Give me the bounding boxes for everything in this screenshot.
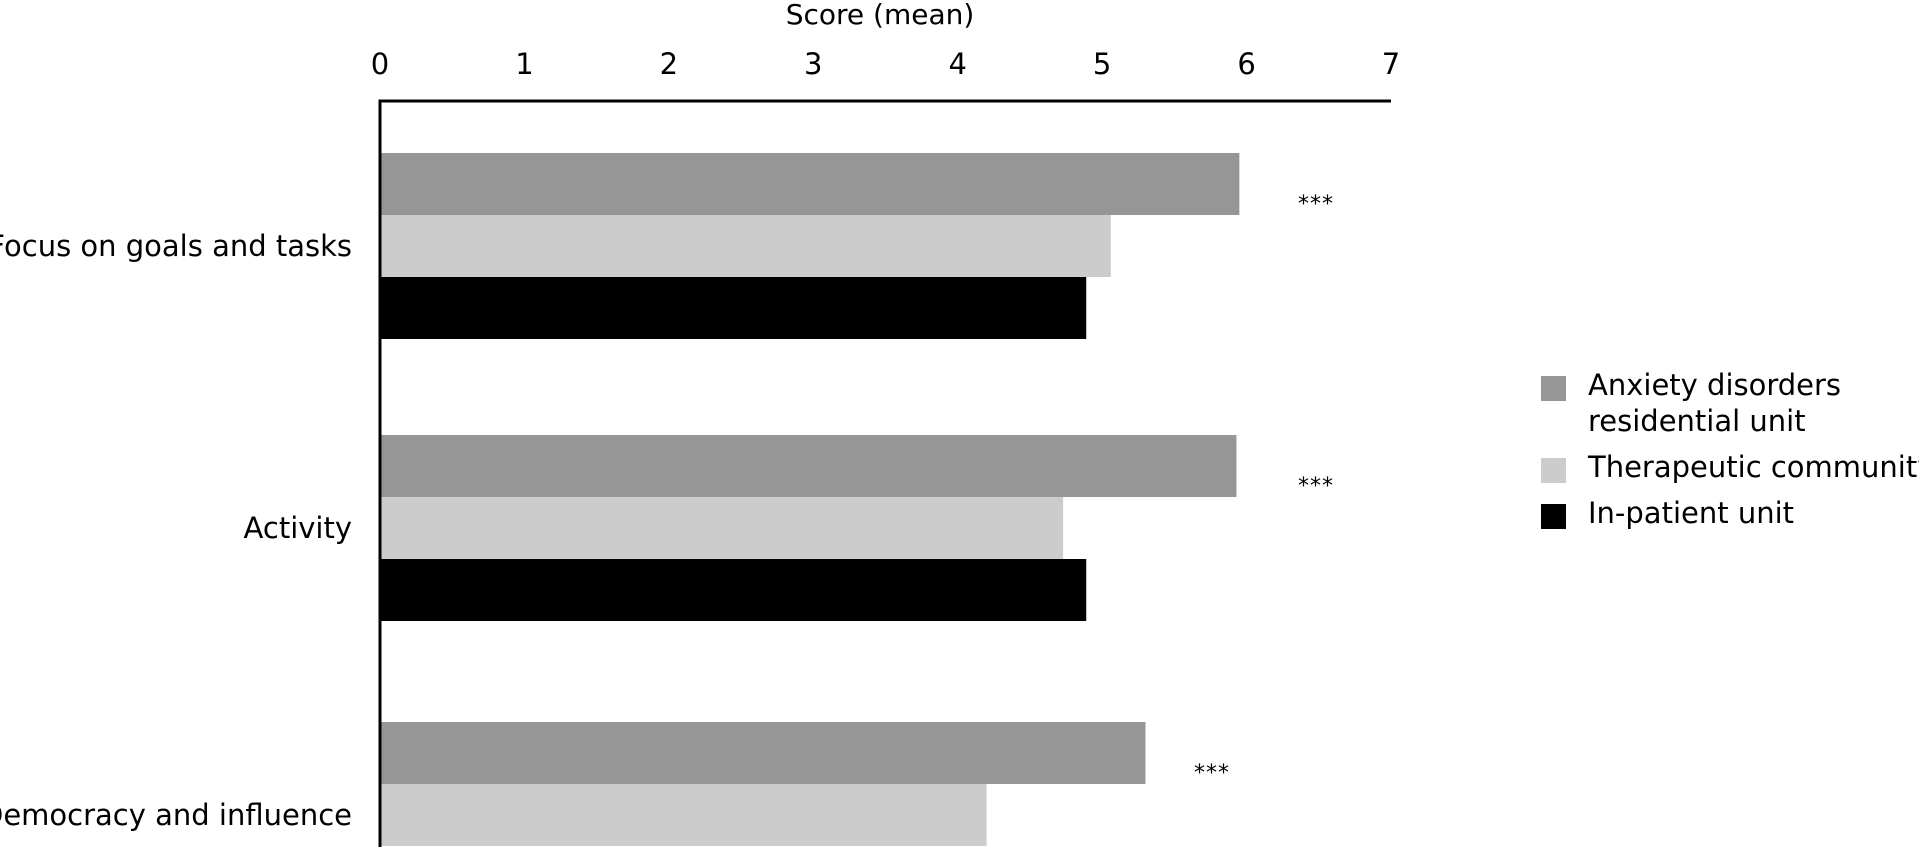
x-tick-label: 6: [1237, 47, 1255, 81]
significance-marker: ***: [1298, 474, 1334, 499]
category-label: Democracy and influence: [0, 798, 352, 832]
x-tick-label: 1: [515, 47, 533, 81]
significance-marker: ***: [1298, 192, 1334, 217]
x-tick-label: 7: [1382, 47, 1400, 81]
legend-swatch: [1541, 458, 1566, 483]
significance-markers: *** *** ***: [1194, 192, 1334, 786]
significance-marker: ***: [1194, 761, 1230, 786]
category-labels: Focus on goals and tasks Activity Democrac…: [0, 229, 352, 832]
category-label: Activity: [244, 511, 352, 545]
x-tick-label: 0: [371, 47, 389, 81]
bar: [380, 215, 1111, 277]
bar: [380, 497, 1064, 559]
axes: [378, 99, 1391, 847]
legend: Anxiety disorders residential unit Therape…: [1541, 368, 1919, 530]
bars: [380, 153, 1240, 846]
x-axis-ticks: 0 1 2 3 4 5 6 7: [371, 47, 1400, 81]
legend-label: Therapeutic community: [1587, 450, 1919, 484]
bar: [380, 153, 1240, 215]
legend-label: In-patient unit: [1588, 496, 1794, 530]
x-axis-title: Score (mean): [786, 0, 975, 31]
category-label: Focus on goals and tasks: [0, 229, 352, 263]
x-tick-label: 5: [1093, 47, 1111, 81]
bar: [380, 784, 987, 846]
bar: [380, 559, 1087, 621]
bar: [380, 277, 1087, 339]
x-tick-label: 3: [804, 47, 822, 81]
bar: [380, 722, 1146, 784]
legend-swatch: [1541, 376, 1566, 401]
x-tick-label: 4: [948, 47, 966, 81]
bar: [380, 435, 1237, 497]
x-tick-label: 2: [660, 47, 678, 81]
legend-label: Anxiety disorders residential unit: [1588, 368, 1841, 438]
legend-swatch: [1541, 504, 1566, 529]
